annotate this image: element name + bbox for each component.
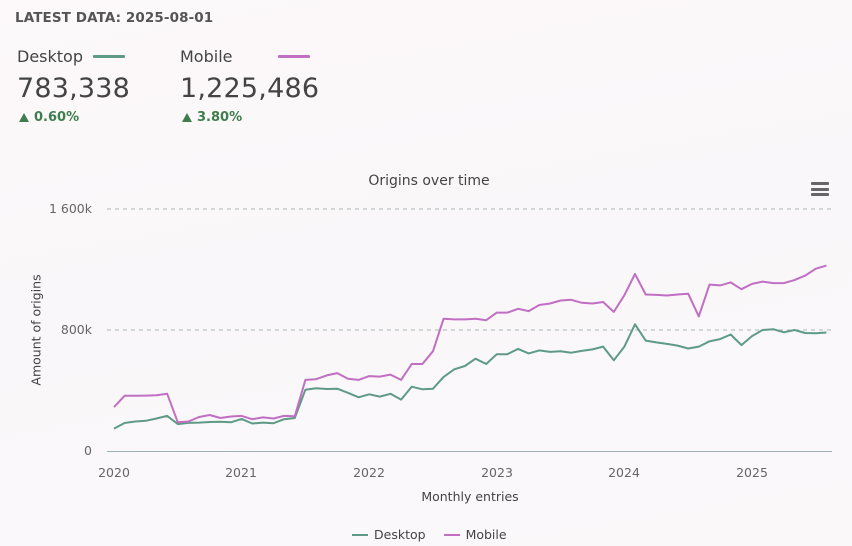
y-tick-800k: 800k (60, 322, 92, 337)
x-tick-2024: 2024 (608, 465, 640, 480)
x-tick-2021: 2021 (225, 465, 257, 480)
kpi-desktop-change: 0.60% (34, 110, 80, 125)
kpi-desktop-label: Desktop (17, 46, 83, 66)
latest-data-label: LATEST DATA: 2025-08-01 (15, 10, 214, 26)
legend-desktop-label: Desktop (374, 527, 426, 542)
legend-item-mobile[interactable]: Mobile (443, 527, 507, 542)
chart-title: Origins over time (368, 173, 490, 189)
mobile-series-line[interactable] (113, 264, 827, 424)
mobile-legend-swatch-icon (443, 533, 460, 536)
legend-item-desktop[interactable]: Desktop (352, 527, 426, 542)
kpi-desktop-value: 783,338 (17, 73, 131, 104)
hamburger-menu-icon (811, 182, 829, 185)
desktop-line-swatch-icon (92, 54, 125, 58)
x-tick-2023: 2023 (481, 465, 513, 480)
x-tick-2025: 2025 (736, 465, 768, 480)
x-tick-2020: 2020 (98, 465, 130, 480)
x-tick-2022: 2022 (353, 465, 385, 480)
x-axis-title: Monthly entries (421, 489, 519, 504)
chart-menu-button[interactable] (811, 182, 829, 196)
hamburger-bar (811, 193, 829, 196)
desktop-series-line[interactable] (113, 323, 827, 430)
desktop-legend-swatch-icon (352, 533, 368, 536)
up-arrow-icon (182, 113, 192, 122)
hamburger-bar (811, 187, 829, 191)
y-tick-0: 0 (84, 443, 92, 458)
mobile-line-swatch-icon (278, 54, 311, 58)
chart-legend: Desktop Mobile (352, 527, 525, 542)
kpi-mobile: Mobile 1,225,486 3.80% (180, 46, 320, 126)
kpi-desktop: Desktop 783,338 0.60% (17, 46, 131, 126)
kpi-mobile-change: 3.80% (197, 110, 243, 125)
kpi-mobile-value: 1,225,486 (180, 73, 320, 104)
kpi-mobile-label: Mobile (180, 46, 233, 66)
y-tick-1600k: 1 600k (48, 201, 92, 216)
legend-mobile-label: Mobile (465, 527, 507, 542)
up-arrow-icon (19, 113, 29, 122)
